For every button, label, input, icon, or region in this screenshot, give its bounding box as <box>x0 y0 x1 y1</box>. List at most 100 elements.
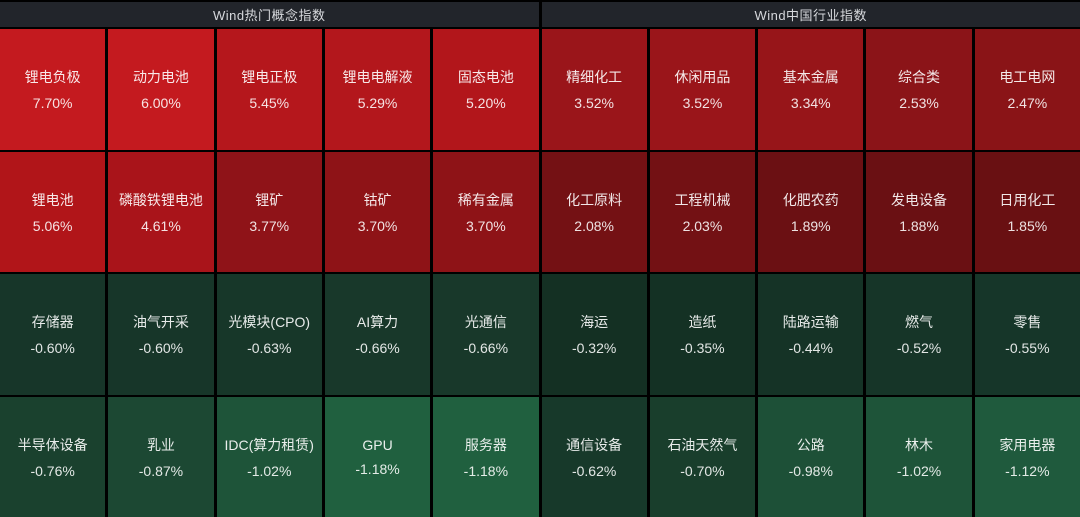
index-name: 造纸 <box>688 314 717 331</box>
index-name: 化工原料 <box>566 191 623 208</box>
index-change: -0.63% <box>247 340 292 357</box>
heatmap-cell[interactable]: 钴矿 3.70% <box>324 151 431 272</box>
index-change: 6.00% <box>141 95 181 112</box>
index-change: 5.20% <box>465 95 506 112</box>
index-change: -1.02% <box>896 462 942 479</box>
index-change: 3.70% <box>465 217 506 234</box>
index-name: 陆路运输 <box>782 314 839 331</box>
heatmap-cell[interactable]: GPU -1.18% <box>324 396 431 517</box>
index-name: 石油天然气 <box>667 436 738 453</box>
index-name: 海运 <box>580 314 609 331</box>
heatmap-cell[interactable]: 乳业 -0.87% <box>108 396 214 517</box>
heatmap-cell[interactable]: 锂电电解液 5.29% <box>324 29 431 150</box>
heatmap-cell[interactable]: IDC(算力租赁) -1.02% <box>216 396 322 517</box>
index-change: -0.66% <box>463 340 509 357</box>
heatmap-cell[interactable]: 电工电网 2.47% <box>974 29 1080 150</box>
index-change: -1.18% <box>463 462 509 479</box>
index-change: 1.89% <box>790 217 831 234</box>
heatmap-cell[interactable]: 动力电池 6.00% <box>108 29 214 150</box>
index-change: -0.62% <box>571 462 617 479</box>
index-name: 油气开采 <box>132 314 189 331</box>
index-change: 2.53% <box>899 95 939 112</box>
panel-header-concept-label: Wind热门概念指数 <box>212 8 326 23</box>
index-change: -1.18% <box>355 460 400 477</box>
index-change: 1.88% <box>899 217 939 234</box>
heatmap-cell[interactable]: 化肥农药 1.89% <box>758 151 864 272</box>
heatmap-cell[interactable]: 服务器 -1.18% <box>433 396 539 517</box>
heatmap-cell[interactable]: 锂矿 3.77% <box>216 151 322 272</box>
index-name: 发电设备 <box>891 191 948 208</box>
index-name: 乳业 <box>146 436 175 453</box>
heatmap-cell[interactable]: 工程机械 2.03% <box>649 151 756 272</box>
heatmap-cell[interactable]: 造纸 -0.35% <box>649 274 756 395</box>
heatmap-cell[interactable]: 锂电负极 7.70% <box>0 29 106 150</box>
heatmap-cell[interactable]: 半导体设备 -0.76% <box>0 396 106 517</box>
heatmap-cell[interactable]: 稀有金属 3.70% <box>433 151 539 272</box>
heatmap-cell[interactable]: 通信设备 -0.62% <box>541 396 647 517</box>
heatmap-cell[interactable]: 零售 -0.55% <box>974 274 1080 395</box>
heatmap-cell[interactable]: 存储器 -0.60% <box>0 274 106 395</box>
index-change: -0.76% <box>30 462 75 479</box>
heatmap-cell[interactable]: 燃气 -0.52% <box>866 274 972 395</box>
heatmap-cell[interactable]: 公路 -0.98% <box>758 396 864 517</box>
heatmap-cell[interactable]: 林木 -1.02% <box>866 396 972 517</box>
index-name: 锂矿 <box>255 191 284 208</box>
index-name: 锂电正极 <box>241 69 298 86</box>
index-name: 休闲用品 <box>674 69 731 86</box>
index-name: 动力电池 <box>132 69 189 86</box>
index-name: 基本金属 <box>782 69 839 86</box>
index-change: -0.70% <box>680 462 725 479</box>
index-change: -0.35% <box>680 340 725 357</box>
index-change: -0.52% <box>896 340 942 357</box>
index-name: 半导体设备 <box>17 436 88 453</box>
heatmap-cell[interactable]: 磷酸铁锂电池 4.61% <box>108 151 214 272</box>
heatmap-cell[interactable]: 化工原料 2.08% <box>541 151 647 272</box>
heatmap-cell[interactable]: 海运 -0.32% <box>541 274 647 395</box>
index-change: 2.47% <box>1007 95 1048 112</box>
panel-header-concept: Wind热门概念指数 <box>0 2 539 27</box>
heatmap-cell[interactable]: 综合类 2.53% <box>866 29 972 150</box>
heatmap-cell[interactable]: 固态电池 5.20% <box>433 29 539 150</box>
index-name: 稀有金属 <box>457 191 514 208</box>
index-name: 通信设备 <box>566 436 623 453</box>
heatmap-cell[interactable]: 光通信 -0.66% <box>433 274 539 395</box>
index-name: 锂电负极 <box>24 69 81 86</box>
index-name: 零售 <box>1013 314 1042 331</box>
index-change: 3.77% <box>249 217 290 234</box>
index-change: 3.34% <box>790 95 831 112</box>
index-name: 固态电池 <box>457 69 514 86</box>
index-name: 工程机械 <box>674 191 731 208</box>
index-change: -0.60% <box>30 340 75 357</box>
heatmap-cell[interactable]: AI算力 -0.66% <box>324 274 431 395</box>
index-change: -0.98% <box>788 462 833 479</box>
panel-headers: Wind热门概念指数 Wind中国行业指数 <box>0 2 1080 27</box>
index-name: 综合类 <box>898 69 941 86</box>
index-change: 5.06% <box>32 217 73 234</box>
index-name: 日用化工 <box>999 191 1056 208</box>
heatmap-cell[interactable]: 陆路运输 -0.44% <box>758 274 864 395</box>
heatmap-cell[interactable]: 日用化工 1.85% <box>974 151 1080 272</box>
index-name: AI算力 <box>356 314 399 331</box>
index-name: IDC(算力租赁) <box>224 436 314 453</box>
panel-header-industry: Wind中国行业指数 <box>541 2 1080 27</box>
heatmap-cell[interactable]: 石油天然气 -0.70% <box>649 396 756 517</box>
index-name: GPU <box>362 436 393 453</box>
index-change: 5.29% <box>357 95 398 112</box>
index-name: 燃气 <box>905 314 934 331</box>
heatmap-cell[interactable]: 精细化工 3.52% <box>541 29 647 150</box>
heatmap-cell[interactable]: 油气开采 -0.60% <box>108 274 214 395</box>
heatmap-cell[interactable]: 家用电器 -1.12% <box>974 396 1080 517</box>
index-change: -0.60% <box>138 340 184 357</box>
heatmap-cell[interactable]: 锂电池 5.06% <box>0 151 106 272</box>
index-change: 4.61% <box>141 217 181 234</box>
heatmap-cell[interactable]: 休闲用品 3.52% <box>649 29 756 150</box>
index-change: 7.70% <box>32 95 73 112</box>
index-change: -0.32% <box>571 340 617 357</box>
index-change: 3.52% <box>682 95 723 112</box>
heatmap-cell[interactable]: 光模块(CPO) -0.63% <box>216 274 322 395</box>
heatmap-cell[interactable]: 锂电正极 5.45% <box>216 29 322 150</box>
heatmap-cell[interactable]: 基本金属 3.34% <box>758 29 864 150</box>
index-name: 服务器 <box>464 436 507 453</box>
heatmap-cell[interactable]: 发电设备 1.88% <box>866 151 972 272</box>
